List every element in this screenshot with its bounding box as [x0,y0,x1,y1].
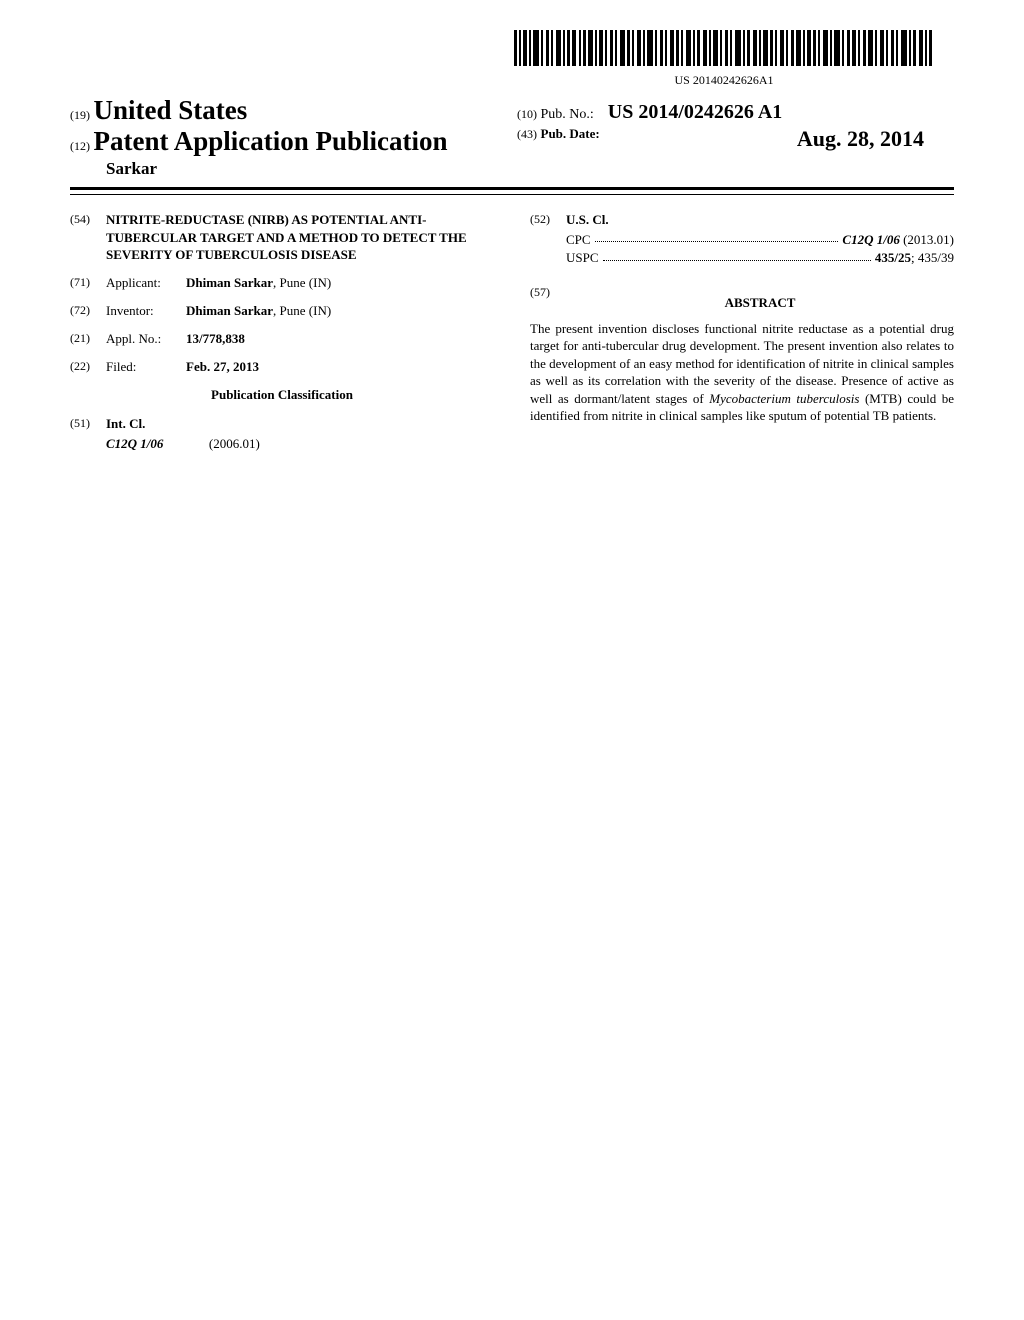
title-row: (54) NITRITE-REDUCTASE (NIRB) AS POTENTI… [70,211,494,264]
abstract-code: (57) [530,284,566,320]
patent-page: US 20140242626A1 (19) United States (12)… [0,0,1024,493]
inventor-loc: , Pune (IN) [273,303,331,318]
title-code: (54) [70,211,106,264]
header-left: (19) United States (12) Patent Applicati… [70,95,507,179]
barcode: US 20140242626A1 [514,30,934,88]
inventor-value: Dhiman Sarkar, Pune (IN) [186,302,494,320]
intcl-row: (51) Int. Cl. [70,415,494,433]
pub-date-code: (43) [517,127,537,141]
divider-thin [70,194,954,195]
dotted-leader [595,228,839,242]
pub-date-line: (43) Pub. Date: Aug. 28, 2014 [517,126,954,152]
intcl-label: Int. Cl. [106,415,494,433]
barcode-block: US 20140242626A1 [70,30,934,89]
cpc-year: (2013.01) [900,232,954,247]
country-code: (19) [70,108,90,122]
applicant-value: Dhiman Sarkar, Pune (IN) [186,274,494,292]
intcl-spacer [70,435,106,453]
abstract-heading: ABSTRACT [566,294,954,312]
inventor-label: Inventor: [106,302,186,320]
uspc-label: USPC [566,249,599,267]
divider-thick [70,187,954,190]
uspc-row: USPC 435/25; 435/39 [566,249,954,267]
applicant-label: Applicant: [106,274,186,292]
uscl-row: (52) U.S. Cl. [530,211,954,229]
country-line: (19) United States [70,95,507,126]
filed-row: (22) Filed: Feb. 27, 2013 [70,358,494,376]
intcl-value-line: C12Q 1/06 (2006.01) [106,435,494,453]
barcode-svg [514,30,934,66]
applicant-code: (71) [70,274,106,292]
appl-no-code: (21) [70,330,106,348]
filed-label: Filed: [106,358,186,376]
uspc-value-bold: 435/25 [875,250,911,265]
header-right: (10) Pub. No.: US 2014/0242626 A1 (43) P… [507,95,954,152]
uspc-value-wrap: 435/25; 435/39 [875,249,954,267]
pub-date-value: Aug. 28, 2014 [797,126,924,152]
applicant-row: (71) Applicant: Dhiman Sarkar, Pune (IN) [70,274,494,292]
appl-no-value: 13/778,838 [186,330,494,348]
doc-type-code: (12) [70,139,90,153]
barcode-text: US 20140242626A1 [514,73,934,88]
pub-no-value: US 2014/0242626 A1 [608,101,782,123]
filed-value: Feb. 27, 2013 [186,358,494,376]
cpc-label: CPC [566,231,591,249]
intcl-year: (2006.01) [209,436,260,451]
intcl-value-row: C12Q 1/06 (2006.01) [70,435,494,453]
header-row: (19) United States (12) Patent Applicati… [70,95,954,179]
dotted-leader [603,246,871,260]
abstract-text: The present invention discloses function… [530,320,954,425]
filed-code: (22) [70,358,106,376]
applicant-loc: , Pune (IN) [273,275,331,290]
cpc-value: C12Q 1/06 [842,232,899,247]
pub-no-line: (10) Pub. No.: US 2014/0242626 A1 [517,101,954,124]
uspc-value-rest: ; 435/39 [911,250,954,265]
inventor-name: Dhiman Sarkar [186,303,273,318]
right-column: (52) U.S. Cl. CPC C12Q 1/06 (2013.01) US… [530,211,954,463]
intcl-value: C12Q 1/06 [106,436,163,451]
invention-title: NITRITE-REDUCTASE (NIRB) AS POTENTIAL AN… [106,211,494,264]
pub-classification-heading: Publication Classification [70,386,494,404]
inventor-row: (72) Inventor: Dhiman Sarkar, Pune (IN) [70,302,494,320]
uscl-label: U.S. Cl. [566,211,954,229]
appl-no-row: (21) Appl. No.: 13/778,838 [70,330,494,348]
abstract-organism: Mycobacterium tuberculosis [709,391,859,406]
pub-date-label: Pub. Date: [541,126,600,141]
doc-type-line: (12) Patent Application Publication [70,126,507,157]
abstract-code-row: (57) ABSTRACT [530,284,954,320]
appl-no-label: Appl. No.: [106,330,186,348]
applicant-name: Dhiman Sarkar [186,275,273,290]
left-column: (54) NITRITE-REDUCTASE (NIRB) AS POTENTI… [70,211,494,463]
inventor-code: (72) [70,302,106,320]
pub-no-code: (10) [517,107,537,121]
doc-type: Patent Application Publication [94,126,448,156]
uscl-code: (52) [530,211,566,229]
country-name: United States [94,95,248,125]
intcl-code: (51) [70,415,106,433]
author-surname: Sarkar [106,159,507,179]
pub-no-label: Pub. No.: [541,107,594,122]
body-columns: (54) NITRITE-REDUCTASE (NIRB) AS POTENTI… [70,211,954,463]
